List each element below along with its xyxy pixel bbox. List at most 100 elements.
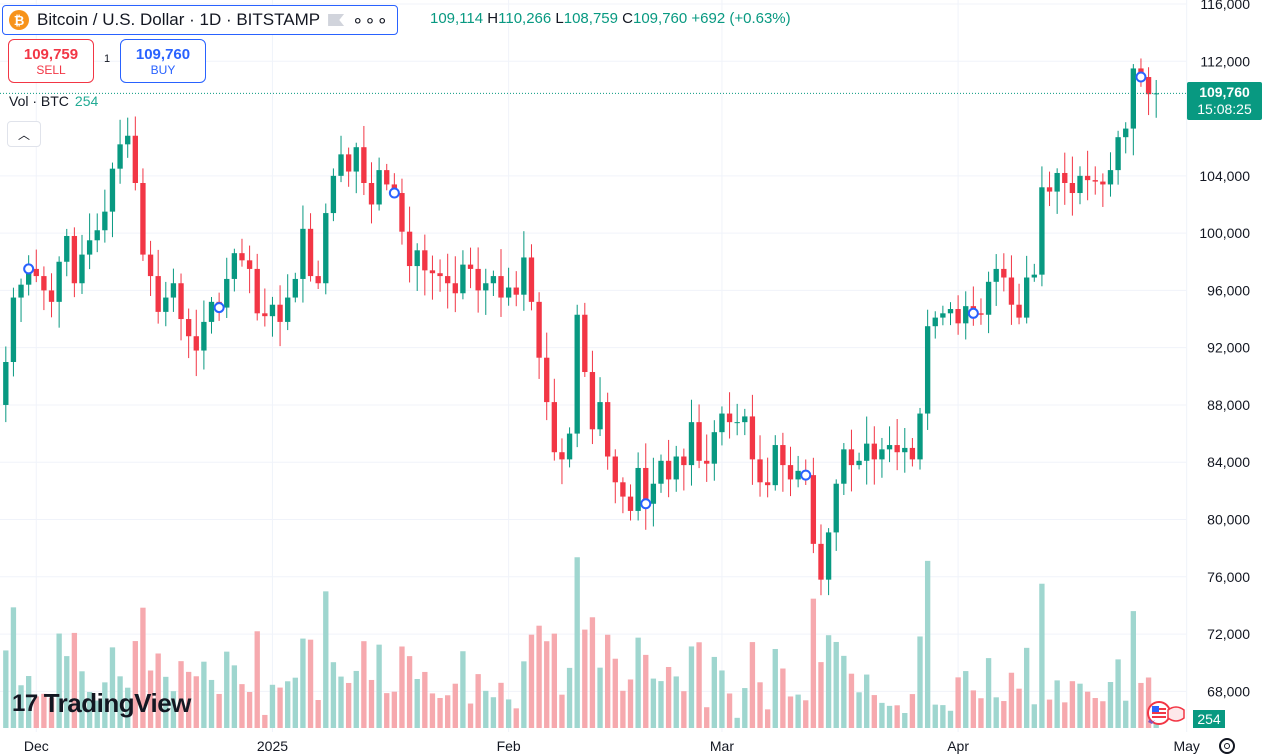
us-market-flag-icon[interactable] bbox=[1146, 700, 1186, 726]
volume-bar bbox=[909, 694, 916, 728]
volume-bar bbox=[757, 682, 763, 728]
flag-icon[interactable] bbox=[328, 14, 345, 26]
candle-body bbox=[810, 475, 817, 544]
candlesticks bbox=[3, 58, 1159, 596]
candle-body bbox=[566, 433, 573, 460]
candle-body bbox=[170, 283, 177, 298]
volume-bar bbox=[612, 658, 618, 728]
volume-bar bbox=[1130, 611, 1137, 728]
volume-bar bbox=[452, 683, 458, 728]
volume-bar bbox=[711, 656, 717, 728]
volume-bar bbox=[528, 634, 535, 728]
candle-body bbox=[1130, 68, 1137, 129]
bitcoin-icon: ₿ bbox=[9, 10, 29, 30]
candle-body bbox=[879, 449, 885, 460]
volume-bar bbox=[604, 634, 611, 728]
chevron-up-icon: ︿ bbox=[17, 127, 30, 142]
candle-body bbox=[445, 276, 451, 284]
candle-body bbox=[711, 432, 717, 464]
candle-body bbox=[696, 422, 702, 461]
candle-body bbox=[1107, 170, 1114, 185]
candle-body bbox=[292, 278, 298, 298]
volume-bar bbox=[825, 635, 832, 728]
candle-body bbox=[323, 213, 329, 284]
candle-body bbox=[719, 413, 725, 433]
candle-body bbox=[650, 483, 657, 504]
volume-bar bbox=[719, 670, 725, 728]
volume-bar bbox=[140, 607, 146, 728]
event-marker-icon bbox=[388, 187, 400, 199]
candle-body bbox=[185, 319, 192, 337]
volume-bar bbox=[833, 641, 839, 728]
volume-bar bbox=[749, 642, 756, 728]
candle-body bbox=[1046, 187, 1053, 192]
volume-bar bbox=[178, 661, 184, 728]
candle-body bbox=[1031, 274, 1037, 278]
low-value: 108,759 bbox=[563, 10, 618, 27]
candle-body bbox=[947, 309, 954, 314]
time-tick-label: Feb bbox=[497, 738, 521, 754]
volume-bar bbox=[795, 694, 801, 728]
candle-body bbox=[147, 254, 154, 277]
candle-body bbox=[505, 287, 512, 298]
volume-bar bbox=[338, 676, 344, 728]
change-value: +692 (+0.63%) bbox=[691, 10, 791, 27]
volume-bar bbox=[48, 697, 55, 728]
tradingview-logo[interactable]: 17 TradingView bbox=[12, 688, 191, 719]
candle-body bbox=[132, 135, 138, 183]
collapse-legend-button[interactable]: ︿ bbox=[7, 121, 41, 147]
volume-bar bbox=[345, 682, 352, 728]
candle-body bbox=[429, 270, 436, 274]
candle-body bbox=[1092, 180, 1098, 182]
candle-body bbox=[307, 228, 314, 277]
event-marker-icon bbox=[213, 302, 225, 314]
candle-body bbox=[688, 422, 695, 466]
price-tick-label: 84,000 bbox=[1207, 454, 1250, 470]
volume-bar bbox=[1084, 691, 1091, 728]
volume-bar bbox=[787, 696, 794, 728]
volume-bar bbox=[726, 693, 733, 728]
volume-label: Vol · BTC bbox=[9, 93, 69, 109]
candle-body bbox=[224, 278, 230, 308]
symbol-header[interactable]: ₿ Bitcoin / U.S. Dollar · 1D · BITSTAMP … bbox=[2, 5, 398, 35]
candle-body bbox=[10, 297, 17, 362]
candle-body bbox=[1024, 277, 1030, 318]
price-tick-label: 80,000 bbox=[1207, 512, 1250, 528]
volume-bar bbox=[216, 693, 222, 728]
candle-body bbox=[917, 413, 923, 460]
candle-body bbox=[818, 543, 824, 580]
volume-bar bbox=[155, 653, 161, 728]
candle-body bbox=[620, 482, 626, 497]
volume-bar bbox=[125, 687, 131, 728]
candle-body bbox=[460, 264, 466, 294]
candle-body bbox=[1145, 77, 1152, 95]
candle-body bbox=[201, 321, 207, 351]
volume-bar bbox=[307, 639, 314, 728]
candle-body bbox=[262, 313, 268, 317]
last-price-value: 109,760 bbox=[1199, 84, 1250, 100]
settings-icon[interactable] bbox=[1219, 738, 1235, 754]
volume-bar bbox=[25, 676, 32, 728]
candle-body bbox=[521, 257, 527, 295]
time-tick-label: 2025 bbox=[257, 738, 288, 754]
volume-bar bbox=[810, 598, 817, 728]
volume-bar bbox=[886, 705, 893, 728]
more-options-icon[interactable]: ∘∘∘ bbox=[352, 9, 389, 30]
volume-bar bbox=[330, 662, 337, 728]
buy-button[interactable]: 109,760 BUY bbox=[120, 39, 206, 83]
candle-body bbox=[1077, 175, 1083, 194]
volume-bar bbox=[970, 690, 977, 728]
candle-body bbox=[924, 326, 931, 414]
volume-bar bbox=[460, 651, 466, 728]
logo-mark: 17 bbox=[12, 689, 38, 717]
candle-body bbox=[437, 273, 443, 277]
volume-bar bbox=[696, 642, 702, 728]
volume-bar bbox=[932, 704, 938, 728]
volume-bar bbox=[147, 670, 154, 728]
candle-body bbox=[780, 445, 786, 466]
candle-body bbox=[422, 250, 428, 271]
volume-bar bbox=[10, 607, 17, 728]
volume-bar bbox=[86, 691, 93, 728]
sell-button[interactable]: 109,759 SELL bbox=[8, 39, 94, 83]
